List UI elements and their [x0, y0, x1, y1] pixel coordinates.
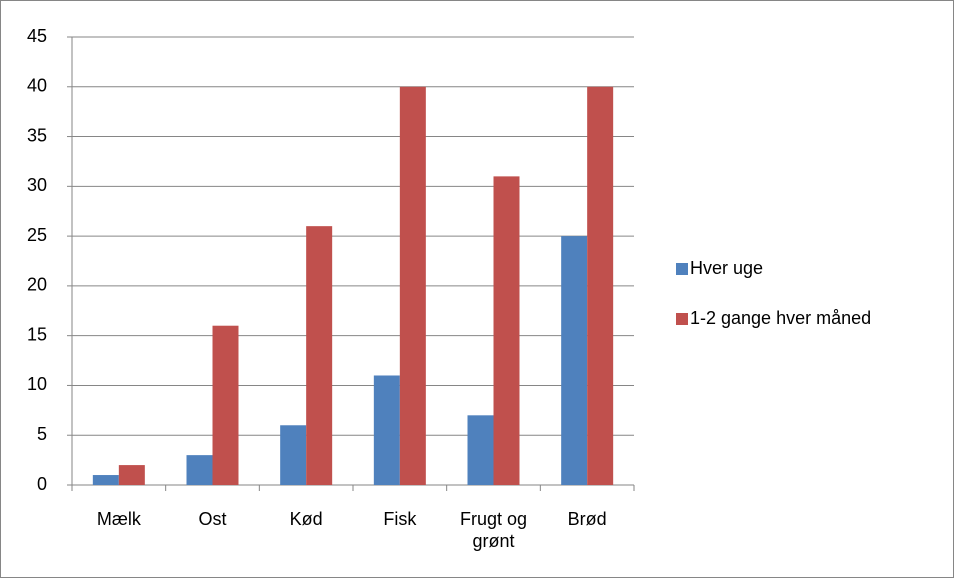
bar — [186, 455, 213, 485]
y-tick-label: 40 — [27, 76, 47, 96]
bar — [373, 375, 400, 485]
y-tick-label: 30 — [27, 175, 47, 195]
x-tick-label: Brød — [567, 509, 607, 529]
x-tick-label: Kød — [289, 509, 323, 529]
legend-label: Hver uge — [690, 258, 763, 278]
y-tick-label: 10 — [27, 374, 47, 394]
bar — [561, 236, 588, 485]
y-tick-label: 45 — [27, 26, 47, 46]
bar — [92, 475, 119, 485]
y-tick-label: 20 — [27, 275, 47, 295]
bar — [399, 86, 426, 486]
bar — [467, 415, 494, 485]
bar — [212, 325, 239, 485]
y-tick-label: 0 — [37, 474, 47, 494]
x-tick-label: Ost — [198, 509, 227, 529]
x-tick-label: Frugt og grønt — [459, 509, 527, 551]
legend-swatch — [676, 263, 688, 275]
legend-swatch — [676, 313, 688, 325]
y-tick-label: 35 — [27, 125, 47, 145]
x-tick-label: Fisk — [383, 509, 417, 529]
bar — [493, 176, 520, 485]
bar — [118, 465, 145, 485]
y-tick-label: 25 — [27, 225, 47, 245]
y-tick-label: 15 — [27, 324, 47, 344]
y-tick-label: 5 — [37, 424, 47, 444]
bar — [280, 425, 307, 485]
x-tick-label: Mælk — [96, 509, 141, 529]
bar — [587, 86, 614, 486]
legend-label: 1-2 gange hver måned — [690, 308, 871, 328]
bar — [306, 226, 333, 485]
